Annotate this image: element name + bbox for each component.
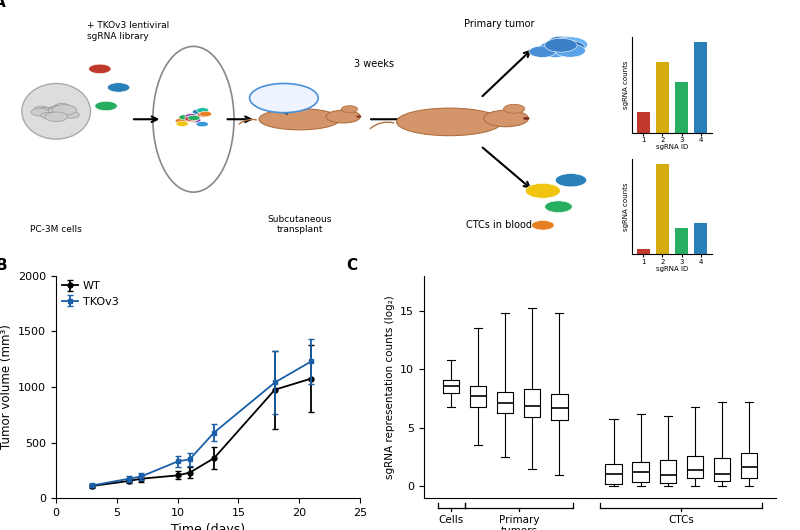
Circle shape [186,117,199,122]
Circle shape [197,112,210,117]
Circle shape [539,41,571,55]
Circle shape [41,109,62,118]
Bar [638,249,650,254]
Circle shape [356,116,362,118]
Circle shape [549,36,574,47]
Bar [656,62,669,132]
Circle shape [504,104,525,113]
Bar [675,228,688,254]
Circle shape [63,111,79,118]
Ellipse shape [397,108,502,136]
Circle shape [281,101,290,105]
FancyArrowPatch shape [239,119,256,124]
Circle shape [266,96,275,100]
Circle shape [282,88,292,92]
Bar [638,112,650,132]
Circle shape [175,118,187,123]
Circle shape [526,183,560,198]
Circle shape [554,44,586,57]
Circle shape [176,121,189,126]
Text: Primary tumor: Primary tumor [464,19,534,29]
Circle shape [276,95,286,100]
Text: Primary
tumors: Primary tumors [498,515,539,530]
Circle shape [285,88,294,92]
Circle shape [196,121,208,127]
Text: B: B [0,258,7,273]
Circle shape [532,220,554,230]
Circle shape [186,117,198,122]
Text: Cells: Cells [438,515,464,525]
Circle shape [36,107,58,117]
Circle shape [31,108,49,116]
Circle shape [545,38,577,52]
Circle shape [523,117,530,120]
Y-axis label: sgRNA counts: sgRNA counts [623,60,630,109]
Circle shape [45,112,67,121]
Circle shape [545,201,572,213]
Circle shape [185,116,197,121]
X-axis label: sgRNA ID: sgRNA ID [656,144,688,150]
Y-axis label: Tumor volume (mm³): Tumor volume (mm³) [0,324,13,449]
Circle shape [294,93,302,96]
Circle shape [250,83,318,113]
Circle shape [529,46,556,57]
Circle shape [89,64,111,74]
Legend: WT, TKOv3: WT, TKOv3 [62,281,118,307]
Circle shape [179,114,191,120]
Circle shape [50,105,69,113]
Circle shape [278,94,287,99]
Bar [656,164,669,254]
Ellipse shape [326,110,360,123]
Circle shape [47,107,63,114]
Text: Subcutaneous
transplant: Subcutaneous transplant [267,215,332,234]
Circle shape [34,106,49,112]
Y-axis label: sgRNA counts: sgRNA counts [623,182,630,231]
Circle shape [199,111,212,117]
Circle shape [188,116,200,120]
Text: CTCs in blood: CTCs in blood [466,220,532,230]
Text: + TKOv3 lentiviral
sgRNA library: + TKOv3 lentiviral sgRNA library [87,21,170,41]
Circle shape [53,107,74,116]
Circle shape [48,105,70,116]
Bar [694,42,706,132]
Ellipse shape [22,84,90,139]
Text: A: A [0,0,6,10]
Circle shape [52,105,77,115]
Circle shape [48,106,72,116]
Circle shape [197,108,209,113]
Circle shape [551,37,587,52]
Circle shape [555,174,586,187]
FancyArrowPatch shape [370,122,394,129]
Bar [694,223,706,254]
Circle shape [54,103,70,110]
Circle shape [192,109,205,114]
Text: C: C [346,258,358,273]
X-axis label: Time (days): Time (days) [171,524,245,530]
Text: CTCs: CTCs [668,515,694,525]
Circle shape [189,118,201,122]
Text: PC-3M cells: PC-3M cells [30,225,82,234]
Circle shape [185,113,198,119]
Circle shape [41,112,56,119]
Circle shape [342,105,358,112]
Bar [675,82,688,132]
Ellipse shape [259,109,340,130]
Circle shape [542,47,568,57]
Text: 3 weeks: 3 weeks [354,59,394,69]
Circle shape [95,101,118,111]
Ellipse shape [484,110,528,127]
X-axis label: sgRNA ID: sgRNA ID [656,266,688,272]
Y-axis label: sgRNA representation counts (log₂): sgRNA representation counts (log₂) [385,295,394,479]
Circle shape [284,98,293,102]
Circle shape [550,40,585,55]
Circle shape [107,83,130,92]
